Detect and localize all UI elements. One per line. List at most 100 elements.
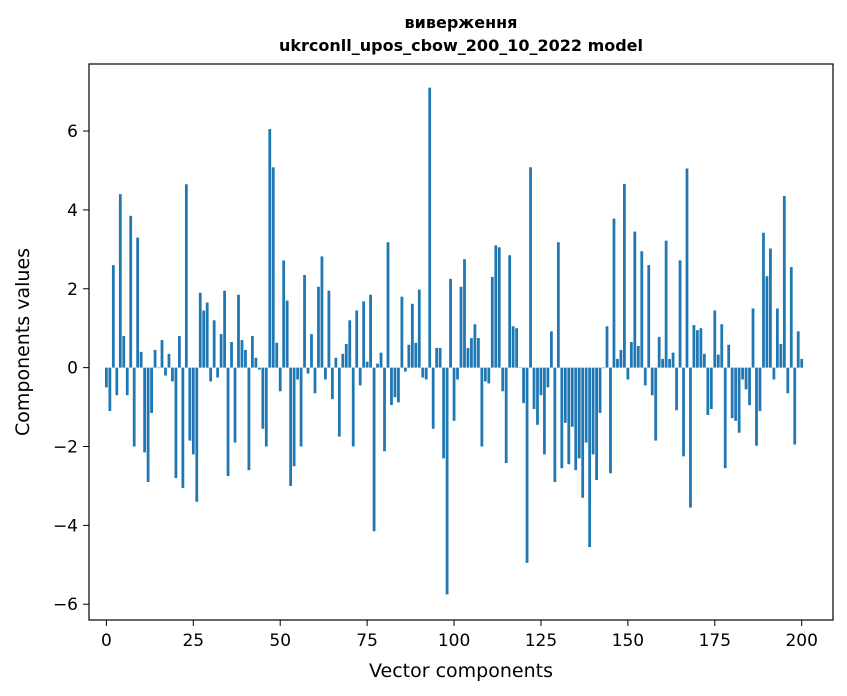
x-tick-label: 125: [525, 631, 557, 651]
bar-92: [424, 367, 428, 380]
bar-91: [421, 367, 425, 378]
y-axis-label: Components values: [12, 248, 34, 436]
bar-160: [661, 358, 665, 368]
x-axis-ticks: 0 25 50 75 100 125 150 175 200: [101, 620, 818, 651]
bar-129: [553, 367, 557, 482]
bar-195: [782, 196, 786, 368]
bar-159: [657, 336, 661, 368]
bar-181: [734, 367, 738, 421]
bar-73: [358, 367, 362, 386]
bar-128: [550, 331, 553, 368]
bar-78: [376, 363, 379, 368]
bar-98: [445, 367, 449, 595]
bar-180: [730, 367, 734, 419]
bar-105: [470, 338, 473, 368]
bar-81: [386, 242, 390, 368]
bar-119: [518, 367, 522, 369]
bar-118: [515, 328, 519, 368]
y-tick-label: 0: [67, 359, 78, 379]
bar-146: [612, 218, 616, 368]
bar-167: [685, 168, 689, 368]
bar-142: [598, 367, 602, 413]
plot-frame: [88, 63, 834, 621]
bar-193: [775, 308, 779, 368]
bar-42: [251, 336, 254, 368]
bar-127: [546, 367, 550, 388]
bar-58: [306, 367, 310, 374]
bar-162: [668, 358, 671, 368]
bar-174: [709, 367, 713, 410]
bar-135: [574, 367, 578, 471]
bar-5: [122, 336, 126, 368]
bar-80: [383, 367, 386, 452]
bar-161: [664, 240, 668, 368]
bar-88: [410, 303, 414, 368]
bar-123: [532, 367, 536, 410]
bar-155: [643, 367, 647, 386]
bar-59: [310, 334, 313, 368]
bar-29: [205, 302, 209, 368]
bar-113: [497, 247, 501, 368]
bar-170: [696, 330, 699, 368]
bar-130: [556, 242, 560, 368]
bar-194: [779, 343, 783, 368]
bar-150: [626, 367, 630, 380]
bar-86: [403, 367, 407, 372]
bar-165: [678, 260, 682, 368]
bar-164: [675, 367, 678, 411]
y-tick-label: −2: [53, 437, 78, 457]
bar-56: [299, 367, 303, 447]
bar-83: [393, 367, 397, 398]
x-tick-label: 0: [101, 631, 112, 651]
bar-115: [504, 367, 508, 464]
bar-97: [442, 367, 446, 459]
bar-171: [699, 328, 703, 368]
bar-72: [355, 310, 359, 368]
bar-156: [647, 265, 651, 368]
bar-101: [456, 367, 459, 380]
bar-1: [108, 367, 112, 412]
bar-126: [543, 367, 546, 455]
bar-24: [188, 367, 192, 441]
bar-46: [264, 367, 268, 447]
x-tick-label: 150: [612, 631, 644, 651]
bar-37: [233, 367, 237, 443]
bar-23: [184, 184, 188, 368]
bar-186: [751, 308, 755, 368]
bar-13: [150, 367, 153, 413]
bar-75: [365, 361, 369, 368]
bar-199: [796, 331, 800, 368]
bar-69: [344, 343, 348, 368]
bar-54: [292, 367, 296, 467]
bar-22: [181, 367, 185, 488]
bar-85: [400, 296, 404, 368]
bar-133: [567, 367, 571, 465]
bar-163: [671, 352, 675, 368]
bar-74: [362, 301, 366, 368]
bar-200: [800, 358, 804, 368]
bar-175: [713, 310, 717, 368]
bar-48: [271, 167, 275, 368]
bar-183: [741, 367, 744, 380]
bar-152: [633, 231, 637, 368]
bar-14: [153, 349, 157, 368]
bar-157: [650, 367, 654, 396]
bar-148: [619, 349, 623, 368]
bar-63: [324, 367, 327, 380]
x-tick-label: 75: [356, 631, 378, 651]
bar-93: [428, 87, 432, 368]
bar-136: [577, 367, 581, 459]
bar-53: [289, 367, 293, 486]
x-tick-label: 200: [785, 631, 817, 651]
x-tick-label: 25: [182, 631, 204, 651]
bar-197: [789, 267, 793, 368]
y-tick-label: −6: [53, 595, 78, 615]
bar-198: [793, 367, 797, 445]
bar-158: [654, 367, 658, 441]
bar-4: [118, 194, 122, 368]
bar-34: [223, 290, 226, 368]
bar-15: [157, 367, 160, 369]
bar-3: [115, 367, 119, 396]
bar-145: [609, 367, 612, 474]
bar-28: [202, 310, 206, 368]
